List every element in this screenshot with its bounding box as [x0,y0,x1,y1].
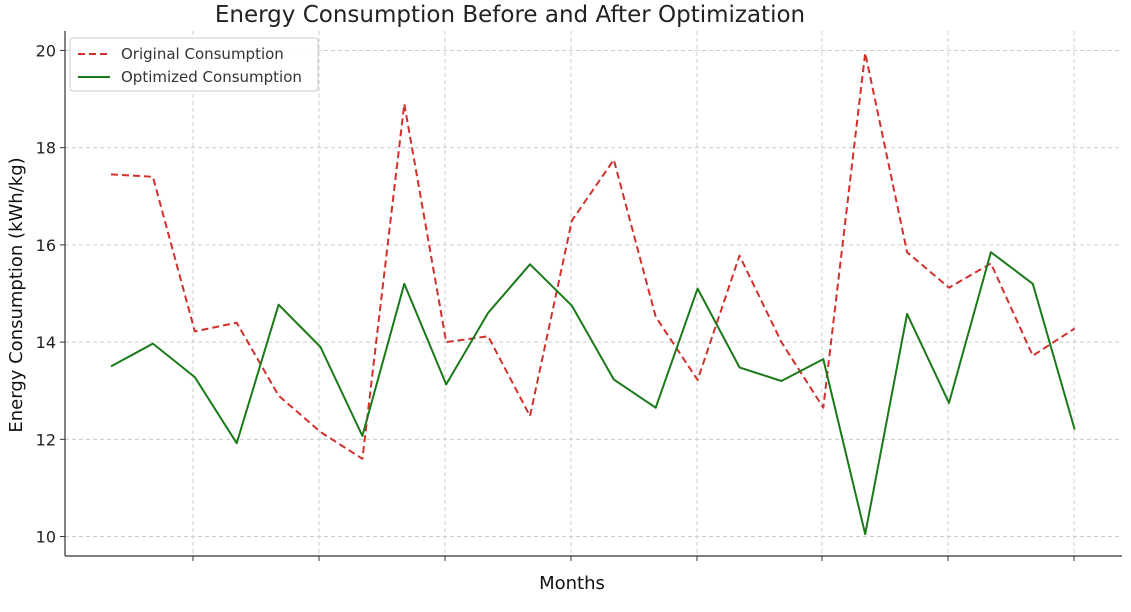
axes [64,31,1122,557]
y-tick-label: 10 [36,528,56,547]
y-tick-label: 20 [36,41,56,60]
legend: Original Consumption Optimized Consumpti… [69,37,319,92]
grid [65,31,1122,556]
legend-box [69,37,319,92]
y-tick-label: 18 [36,139,56,158]
legend-label-optimized: Optimized Consumption [121,68,302,86]
y-tick-label: 12 [36,430,56,449]
y-tick-label: 16 [36,236,56,255]
series-lines [110,51,1076,536]
y-tick-label: 14 [36,333,56,352]
series-line-optimized [110,251,1076,536]
x-axis-label: Months [539,573,605,594]
series-line-original [110,51,1076,460]
y-axis-label: Energy Consumption (kWh/kg) [6,157,27,432]
chart-title: Energy Consumption Before and After Opti… [215,2,805,28]
y-ticks: 10 12 14 16 18 20 [36,41,65,547]
legend-label-original: Original Consumption [121,45,284,63]
x-ticks [192,556,1075,561]
